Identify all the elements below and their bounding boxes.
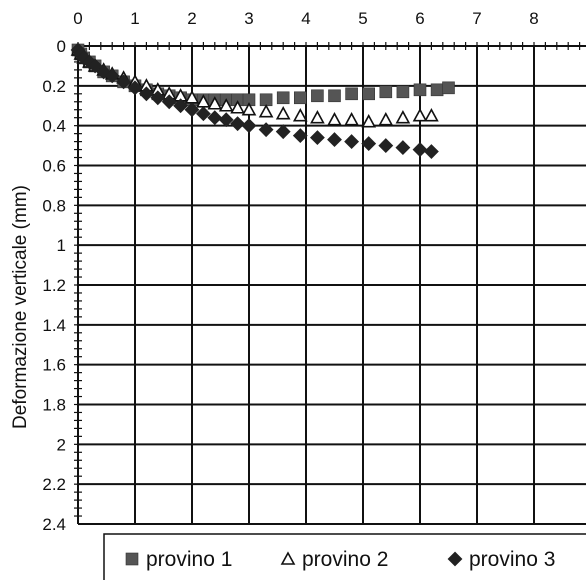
y-tick-label: 1.6 <box>42 356 66 375</box>
legend-marker <box>447 551 463 567</box>
y-tick-label: 0.6 <box>42 157 66 176</box>
y-tick-label: 2.2 <box>42 475 66 494</box>
data-point <box>173 98 189 114</box>
data-point <box>311 89 324 103</box>
data-point <box>161 94 177 110</box>
y-tick-label: 1.8 <box>42 396 66 415</box>
data-point <box>275 124 291 140</box>
y-tick-label: 2 <box>57 435 66 454</box>
data-point <box>207 96 223 110</box>
data-point <box>293 91 307 105</box>
data-point <box>275 106 291 120</box>
y-tick-label: 0.8 <box>42 196 66 215</box>
data-point <box>292 128 308 144</box>
data-point <box>424 108 439 122</box>
data-point <box>218 98 234 112</box>
y-tick-label: 2.4 <box>42 515 66 534</box>
y-axis-title: Deformazione verticale (mm) <box>10 185 31 429</box>
data-point <box>345 87 358 101</box>
legend-label: provino 1 <box>146 548 232 571</box>
data-point <box>292 108 308 122</box>
data-point <box>127 80 143 96</box>
data-point <box>395 110 411 124</box>
data-point <box>442 81 455 95</box>
legend-label: provino 2 <box>302 548 388 571</box>
legend-item: provino 1 <box>125 548 232 571</box>
data-point <box>361 114 377 128</box>
data-point <box>241 118 257 134</box>
y-axis-ticks: 0 0.2 0.4 0.6 0.8 1 1.2 1.4 1.6 1.8 2 2.2 2.4 <box>42 37 66 534</box>
data-point <box>362 87 376 101</box>
data-point <box>395 140 411 155</box>
data-point <box>327 112 342 126</box>
y-tick-label: 0.4 <box>42 117 66 136</box>
x-tick-label: 6 <box>415 9 424 28</box>
y-tick-label: 1.4 <box>42 316 66 335</box>
legend-item: provino 3 <box>447 548 555 571</box>
data-point <box>423 144 439 159</box>
data-point <box>379 85 393 99</box>
series-3 <box>70 42 439 159</box>
data-point <box>230 100 245 114</box>
data-point <box>344 134 360 150</box>
x-tick-label: 5 <box>358 9 367 28</box>
series-layer <box>70 42 455 159</box>
data-point <box>309 130 325 146</box>
grid-lines <box>74 42 586 525</box>
legend-marker <box>280 551 296 565</box>
data-point <box>328 89 341 103</box>
data-point <box>344 112 359 126</box>
x-tick-label: 3 <box>244 9 253 28</box>
y-tick-label: 0.2 <box>42 77 66 96</box>
legend-item: provino 2 <box>280 548 388 571</box>
data-point <box>259 93 273 107</box>
x-tick-label: 1 <box>130 9 139 28</box>
data-point <box>138 86 154 102</box>
data-point <box>230 116 246 132</box>
legend-marker <box>125 552 139 566</box>
x-tick-label: 7 <box>472 9 481 28</box>
data-point <box>276 91 290 105</box>
data-point <box>396 85 410 99</box>
x-axis-ticks: 0123456789 <box>73 9 538 28</box>
data-point <box>241 102 257 116</box>
data-point <box>412 142 428 157</box>
x-tick-label: 0 <box>73 9 82 28</box>
data-point <box>430 83 444 97</box>
data-point <box>327 132 342 148</box>
legend: provino 1 provino 2 provino 3 <box>103 533 586 580</box>
series-1 <box>71 43 455 107</box>
data-point <box>361 136 377 152</box>
data-point <box>87 58 103 74</box>
data-point <box>258 122 274 138</box>
y-tick-label: 0 <box>57 37 66 56</box>
data-point <box>150 90 166 106</box>
data-point <box>184 102 200 118</box>
data-point <box>195 106 211 122</box>
x-tick-label: 8 <box>529 9 538 28</box>
data-point <box>378 138 394 154</box>
data-point <box>258 104 274 118</box>
data-point <box>207 110 223 126</box>
data-point <box>116 74 132 90</box>
data-point <box>104 68 120 84</box>
data-point <box>412 108 428 122</box>
x-tick-label: 4 <box>301 9 310 28</box>
y-tick-label: 1 <box>57 236 66 255</box>
data-point <box>378 112 394 126</box>
x-tick-label: 2 <box>187 9 196 28</box>
data-point <box>413 83 427 97</box>
y-tick-label: 1.2 <box>42 276 66 295</box>
legend-items: provino 1 provino 2 provino 3 <box>125 548 555 571</box>
data-point <box>310 110 325 124</box>
legend-box <box>103 533 586 580</box>
legend-label: provino 3 <box>469 548 555 571</box>
data-point <box>218 112 234 128</box>
